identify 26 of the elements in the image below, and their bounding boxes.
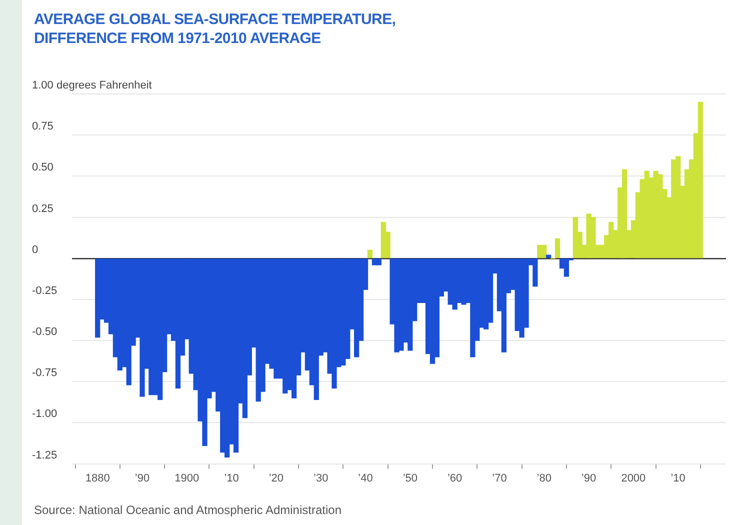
y-tick-label: -0.50 [32,326,58,338]
x-tick-label: ’50 [402,472,418,484]
x-tick-label: ’30 [314,472,328,484]
x-tick-label: ’10 [224,472,239,484]
y-tick-label: 0.25 [32,202,54,215]
x-tick-label: ’20 [268,472,284,484]
x-tick-label: ’40 [358,472,373,484]
y-tick-label: 0.50 [32,162,54,174]
x-tick-label: ’70 [492,472,507,484]
y-tick-label: -0.25 [32,284,58,297]
x-tick-label: ’10 [670,472,686,484]
y-tick-label: -1.00 [32,408,58,420]
x-tick-label: ’60 [447,472,462,484]
source-note: Source: National Oceanic and Atmospheric Administration [34,503,342,517]
y-tick-label: 1.00 degrees Fahrenheit [32,80,152,92]
x-tick-label: 1900 [174,472,200,484]
x-tick-label: ’90 [134,472,150,484]
x-tick-label: ’80 [536,472,552,484]
y-tick-label: -0.75 [32,367,58,380]
x-tick-label: 1880 [85,472,110,484]
y-tick-label: -1.25 [32,449,58,462]
chart-title: AVERAGE GLOBAL SEA-SURFACE TEMPERATURE, DIFFERENCE FROM 1971-2010 AVERAGE [34,10,396,48]
x-tick-label: 2000 [621,472,646,484]
x-tick-label: ’90 [581,472,596,484]
y-tick-label: 0 [32,244,38,256]
y-tick-label: 0.75 [32,120,54,133]
